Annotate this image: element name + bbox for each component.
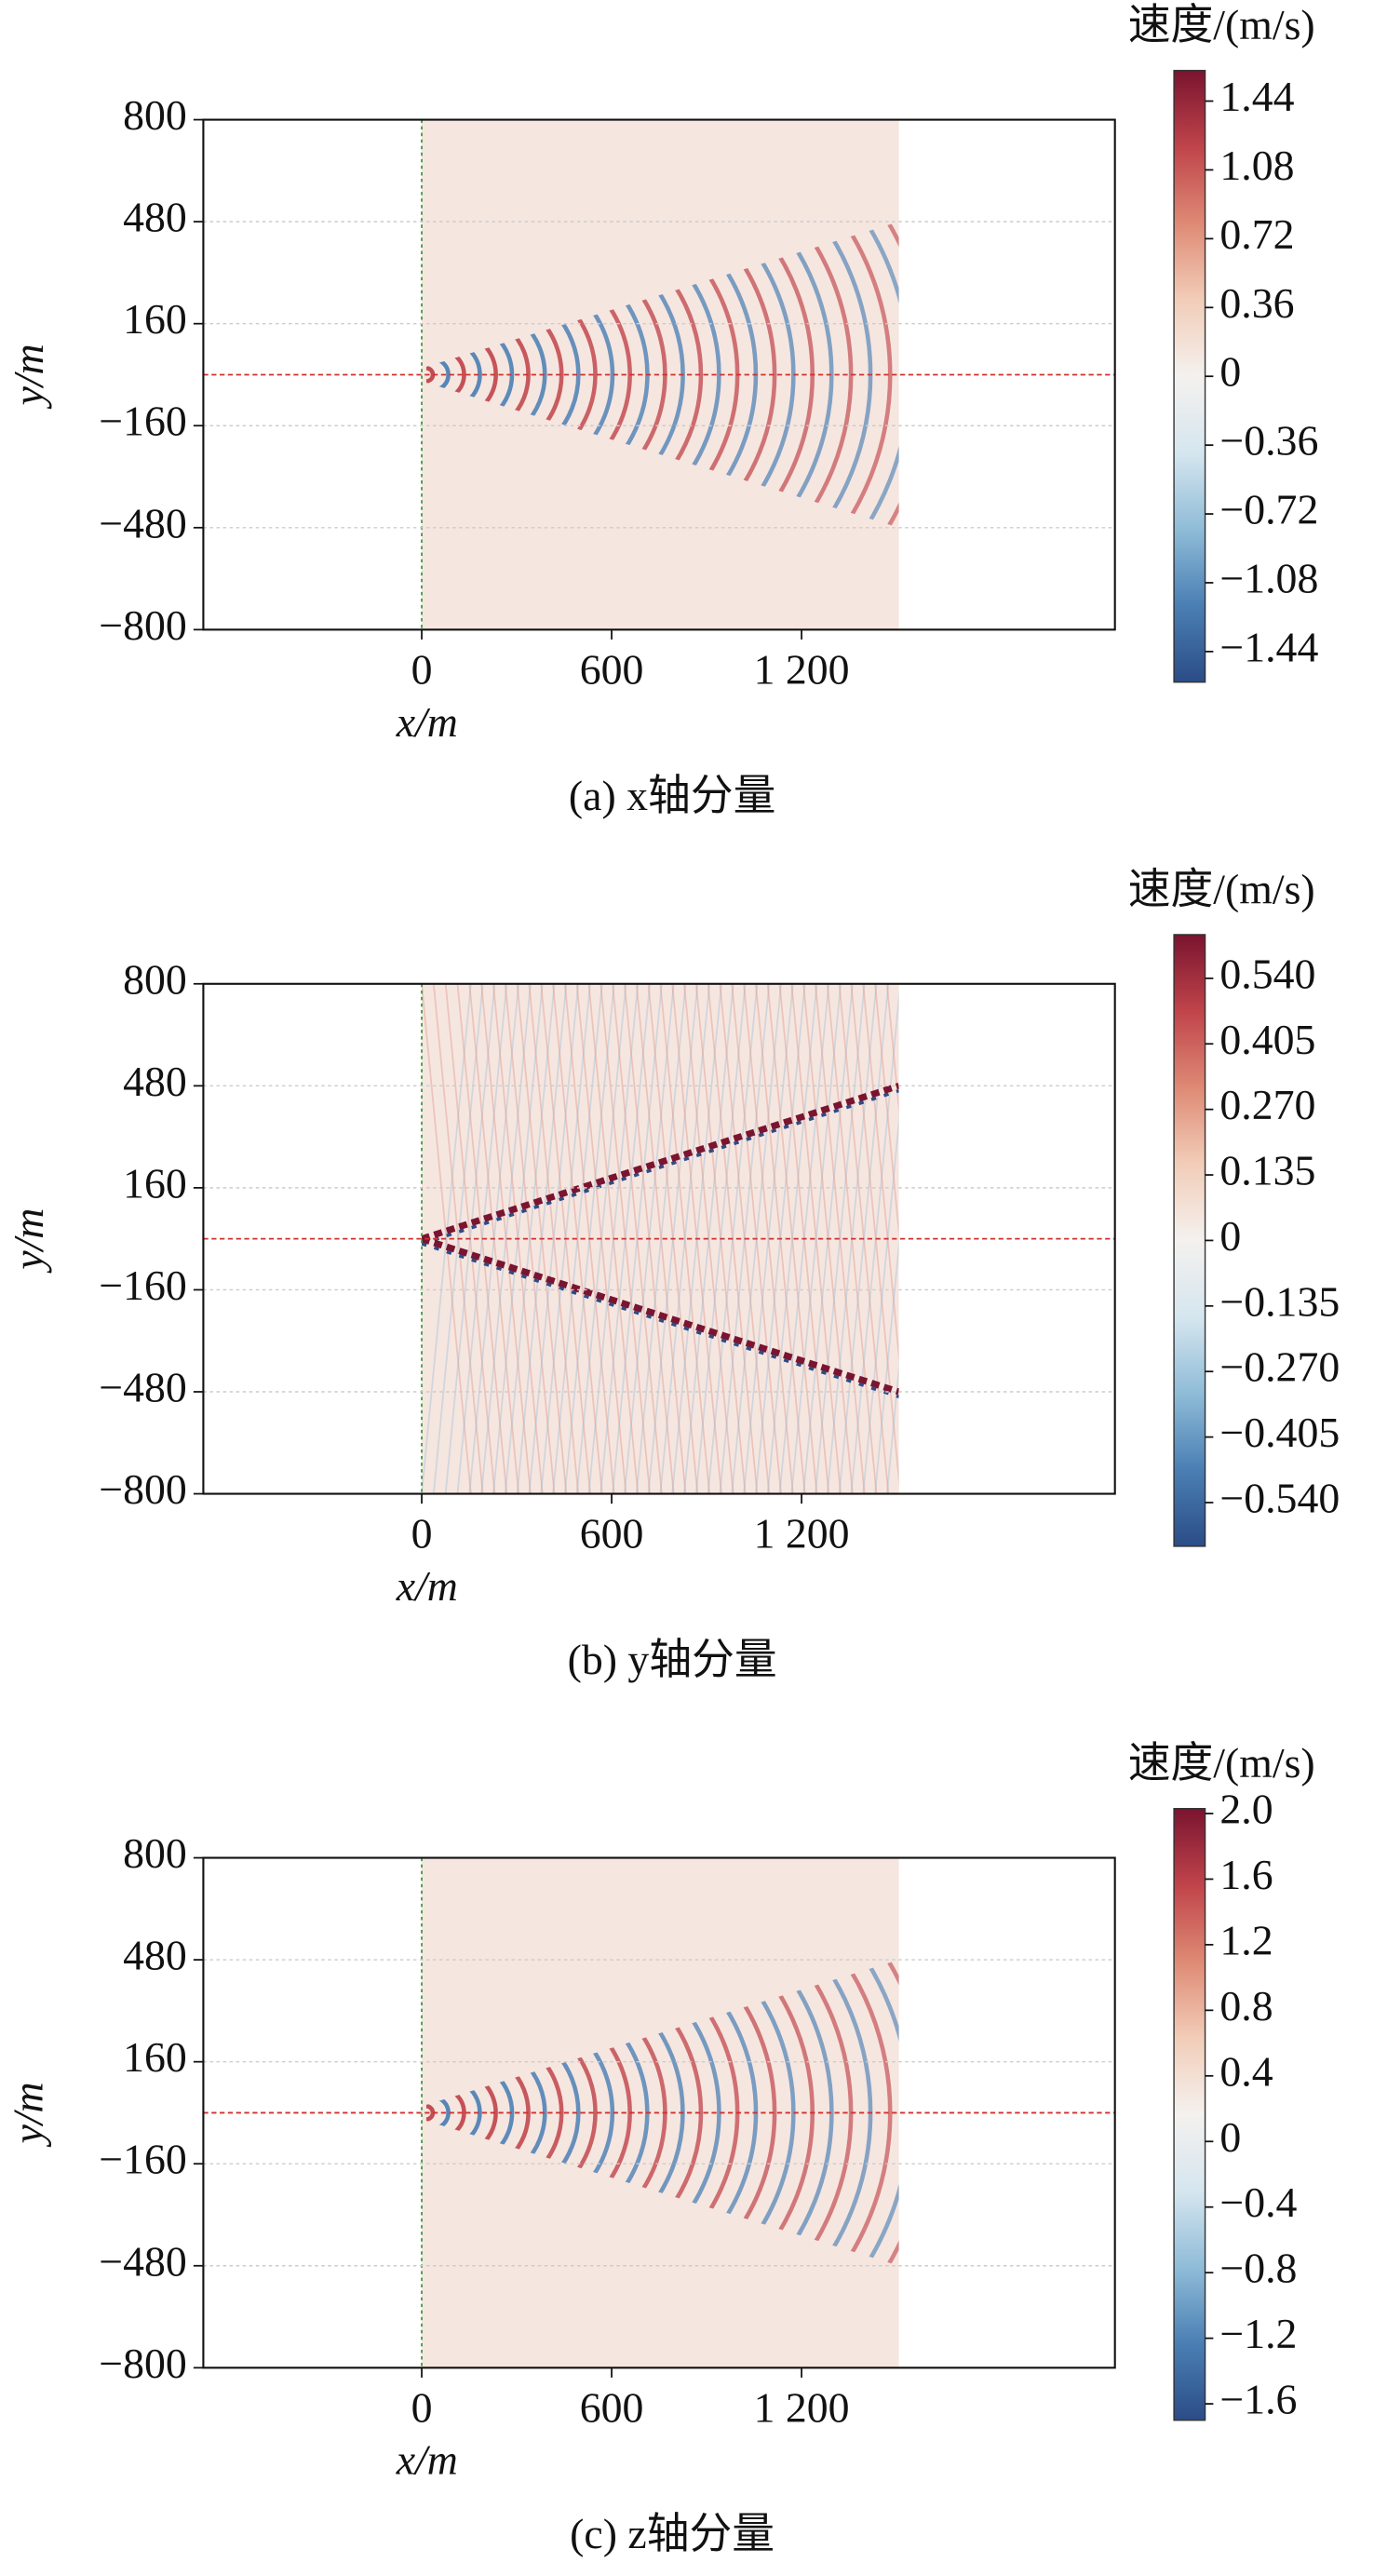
colorbar-label: 速度/(m/s) — [1128, 865, 1315, 912]
y-tick-label: 160 — [123, 2033, 187, 2081]
colorbar-tick-label: 1.44 — [1219, 73, 1294, 120]
wave-pattern — [422, 983, 899, 1494]
y-tick-label: −480 — [99, 1364, 187, 1411]
colorbar-tick-label: −1.6 — [1219, 2376, 1297, 2423]
colorbar-label: 速度/(m/s) — [1128, 1739, 1315, 1787]
x-tick-label: 0 — [411, 1510, 433, 1558]
x-tick-label: 600 — [580, 645, 644, 693]
colorbar-tick-label: −1.08 — [1219, 554, 1318, 601]
colorbar-tick-label: 0.8 — [1219, 1982, 1273, 2030]
x-tick-label: 1 200 — [754, 1510, 850, 1558]
colorbar-tick-label: −0.8 — [1219, 2245, 1297, 2292]
panel-title: (c) z轴分量 — [570, 2510, 775, 2557]
colorbar-tick-label: −0.540 — [1219, 1474, 1340, 1521]
y-axis-label: y/m — [5, 1208, 52, 1274]
colorbar — [1173, 934, 1206, 1547]
colorbar-tick-label: 1.2 — [1219, 1916, 1273, 1963]
colorbar-tick-label: −0.135 — [1219, 1277, 1340, 1325]
y-tick-label: 160 — [123, 295, 187, 343]
y-tick-label: −160 — [99, 1261, 187, 1309]
colorbar-tick-label: 0.36 — [1219, 279, 1294, 327]
colorbar-tick-label: 0.135 — [1219, 1147, 1315, 1194]
colorbar-tick-label: −0.270 — [1219, 1343, 1340, 1391]
colorbar-tick-label: 2.0 — [1219, 1786, 1273, 1833]
y-tick-label: −160 — [99, 398, 187, 445]
colorbar-tick-label: 0.270 — [1219, 1081, 1315, 1128]
y-tick-label: 480 — [123, 1058, 187, 1105]
x-axis-label: x/m — [396, 1562, 458, 1610]
colorbar-tick-label: 0 — [1219, 2113, 1241, 2161]
colorbar — [1173, 1808, 1206, 2421]
colorbar-tick-label: 1.08 — [1219, 142, 1294, 189]
plot-frame — [202, 982, 1116, 1495]
colorbar-tick-label: 1.6 — [1219, 1851, 1273, 1898]
x-tick-label: 0 — [411, 645, 433, 693]
x-tick-label: 1 200 — [754, 645, 850, 693]
y-tick-label: 800 — [123, 955, 187, 1003]
x-tick-label: 600 — [580, 1510, 644, 1558]
colorbar-tick-label: 0.72 — [1219, 210, 1294, 258]
colorbar-tick-label: 0.540 — [1219, 950, 1315, 997]
colorbar — [1173, 70, 1206, 683]
colorbar-tick-label: −0.72 — [1219, 486, 1318, 533]
colorbar-tick-label: 0 — [1219, 1212, 1241, 1260]
colorbar-tick-label: −1.2 — [1219, 2310, 1297, 2357]
x-tick-label: 600 — [580, 2383, 644, 2431]
colorbar-tick-label: −0.36 — [1219, 417, 1318, 465]
y-tick-label: 800 — [123, 1829, 187, 1877]
y-tick-label: −480 — [99, 2237, 187, 2285]
y-tick-label: 480 — [123, 194, 187, 241]
y-tick-label: −480 — [99, 499, 187, 546]
y-tick-label: 800 — [123, 91, 187, 139]
panel-title: (b) y轴分量 — [568, 1636, 777, 1683]
panel-title: (a) x轴分量 — [569, 772, 775, 819]
plot-frame — [202, 1856, 1116, 2369]
colorbar-tick-label: −0.4 — [1219, 2178, 1297, 2226]
plot-frame — [202, 118, 1116, 631]
y-tick-label: −800 — [99, 2340, 187, 2387]
colorbar-tick-label: 0 — [1219, 348, 1241, 396]
y-axis-label: y/m — [5, 2082, 52, 2147]
colorbar-tick-label: 0.4 — [1219, 2047, 1273, 2095]
y-tick-label: −800 — [99, 601, 187, 649]
x-axis-label: x/m — [396, 2436, 458, 2484]
colorbar-label: 速度/(m/s) — [1128, 1, 1315, 48]
y-tick-label: −800 — [99, 1465, 187, 1513]
y-tick-label: −160 — [99, 2136, 187, 2183]
x-axis-label: x/m — [396, 698, 458, 746]
y-tick-label: 160 — [123, 1159, 187, 1207]
colorbar-tick-label: −0.405 — [1219, 1409, 1340, 1456]
y-tick-label: 480 — [123, 1932, 187, 1979]
x-tick-label: 0 — [411, 2383, 433, 2431]
y-axis-label: y/m — [5, 344, 52, 409]
x-tick-label: 1 200 — [754, 2383, 850, 2431]
colorbar-tick-label: −1.44 — [1219, 623, 1318, 670]
colorbar-tick-label: 0.405 — [1219, 1016, 1315, 1063]
